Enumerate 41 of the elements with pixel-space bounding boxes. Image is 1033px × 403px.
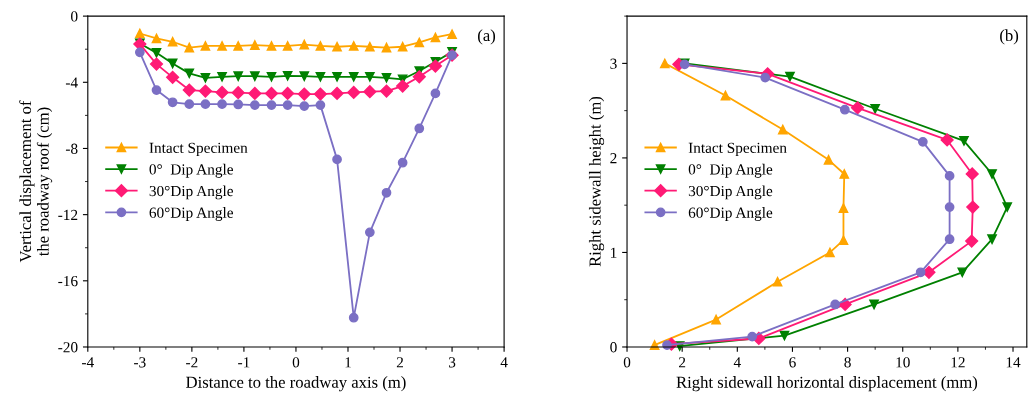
legend-label: 0° Dip Angle	[149, 163, 234, 178]
annotation: (b)	[1000, 29, 1019, 45]
legend-label: 0° Dip Angle	[688, 163, 773, 178]
x-tick-label: 3	[448, 357, 456, 368]
x-tick-label: -2	[186, 357, 198, 368]
x-tick-label: 8	[844, 357, 851, 368]
y-tick-label: -4	[65, 77, 78, 88]
y-axis-title: Right sidewall height (m)	[588, 96, 605, 267]
legend-label: Intact Specimen	[688, 142, 787, 157]
x-tick-label: 10	[896, 357, 910, 368]
x-tick-label: 14	[1006, 357, 1021, 368]
y-tick-label: 0	[610, 342, 617, 353]
x-tick-label: 6	[789, 357, 796, 368]
legend-label: Intact Specimen	[149, 142, 248, 157]
x-axis-title: Right sidewall horizontal displacement (mm)	[676, 376, 978, 392]
x-tick-label: -1	[238, 357, 250, 368]
y-tick-label: 0	[71, 11, 78, 22]
legend-label: 30°Dip Angle	[688, 185, 773, 200]
x-axis-title: Distance to the roadway axis (m)	[186, 376, 406, 392]
y-tick-label: 1	[611, 247, 617, 258]
y-axis-title: Vertical displacement of the roadway roof (cm)	[19, 100, 53, 263]
x-tick-label: 4	[733, 357, 741, 368]
x-tick-label: -4	[82, 357, 94, 368]
legend-label: 60°Dip Angle	[688, 207, 773, 221]
y-tick-label: 3	[610, 58, 617, 69]
legend-label: 60°Dip Angle	[149, 207, 234, 221]
y-tick-label: -12	[58, 209, 78, 220]
x-tick-label: 4	[500, 357, 508, 368]
y-tick-label: -20	[58, 342, 78, 353]
x-tick-label: 2	[679, 357, 686, 368]
y-tick-label: 2	[610, 153, 617, 164]
x-tick-label: -3	[134, 357, 146, 368]
x-tick-label: 2	[396, 357, 404, 368]
x-tick-label: 12	[951, 357, 965, 368]
y-tick-label: -16	[58, 275, 78, 287]
legend-label: 30°Dip Angle	[149, 185, 234, 200]
x-tick-label: 0	[292, 357, 300, 368]
annotation: (a)	[478, 29, 496, 45]
y-tick-label: -8	[65, 143, 78, 154]
x-tick-label: 1	[345, 357, 351, 368]
x-tick-label: 0	[623, 357, 631, 368]
